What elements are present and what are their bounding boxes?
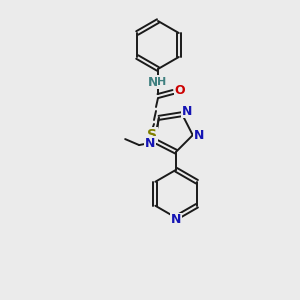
Text: H: H <box>158 77 166 87</box>
Text: N: N <box>182 105 192 118</box>
Text: N: N <box>171 213 181 226</box>
Text: O: O <box>175 85 185 98</box>
Text: N: N <box>148 76 158 88</box>
Text: S: S <box>147 128 157 142</box>
Text: N: N <box>194 129 204 142</box>
Text: N: N <box>145 136 155 150</box>
